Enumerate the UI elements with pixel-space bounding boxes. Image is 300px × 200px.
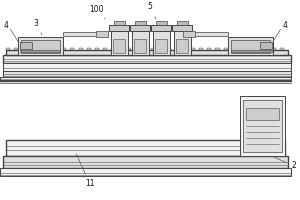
Bar [130,25,150,31]
Bar [119,48,123,50]
Bar [114,21,124,25]
Bar [30,48,34,50]
Text: 11: 11 [76,154,95,188]
Bar [135,21,146,25]
Bar [272,48,276,50]
Bar [70,48,74,50]
Bar [22,48,26,50]
Bar [174,31,190,55]
Bar [54,48,58,50]
Bar [109,25,129,31]
Bar [240,96,285,156]
Bar [6,48,10,50]
Bar [94,48,99,50]
Bar [113,39,125,53]
Bar [87,48,91,50]
Bar [232,48,236,50]
Bar [111,31,128,55]
Bar [14,48,18,50]
Bar [96,31,108,37]
Bar [246,108,279,120]
Bar [46,48,50,50]
Bar [111,48,115,50]
Bar [231,40,270,53]
Bar [156,21,166,25]
Bar [63,32,102,36]
Bar [215,48,220,50]
Bar [103,48,107,50]
Bar [191,48,195,50]
Bar [134,39,146,53]
Bar [228,37,273,55]
Bar [62,48,66,50]
Bar [18,37,63,55]
Bar [155,39,167,53]
Bar [132,31,148,55]
Bar [151,48,155,50]
Bar [153,31,169,55]
Bar [243,100,282,152]
Bar [183,31,195,37]
Bar [167,48,171,50]
Bar [6,50,288,55]
Bar [0,168,291,176]
Bar [20,42,32,49]
Bar [231,50,272,52]
Bar [127,48,131,50]
Bar [3,55,291,63]
Bar [3,156,288,168]
Bar [38,48,42,50]
Bar [280,48,284,50]
Bar [224,48,228,50]
Bar [260,42,272,49]
Text: 100: 100 [89,4,105,19]
Bar [159,48,163,50]
Bar [248,48,252,50]
Text: 5: 5 [148,2,156,19]
Bar [264,48,268,50]
Text: 4: 4 [4,21,8,29]
Bar [135,48,139,50]
Bar [0,77,291,80]
Bar [183,48,187,50]
Bar [240,48,244,50]
Bar [79,48,83,50]
Bar [21,40,60,53]
Text: 4: 4 [283,21,287,29]
Bar [189,32,228,36]
Bar [3,63,291,71]
Bar [6,140,285,156]
Bar [177,21,188,25]
Bar [143,48,147,50]
Bar [151,25,171,31]
Bar [256,48,260,50]
Bar [175,48,179,50]
Bar [20,50,60,52]
Text: 3: 3 [34,19,42,35]
Bar [207,48,212,50]
Text: 2: 2 [274,157,296,170]
Bar [200,48,203,50]
Bar [176,39,188,53]
Bar [3,71,291,77]
Bar [172,25,192,31]
